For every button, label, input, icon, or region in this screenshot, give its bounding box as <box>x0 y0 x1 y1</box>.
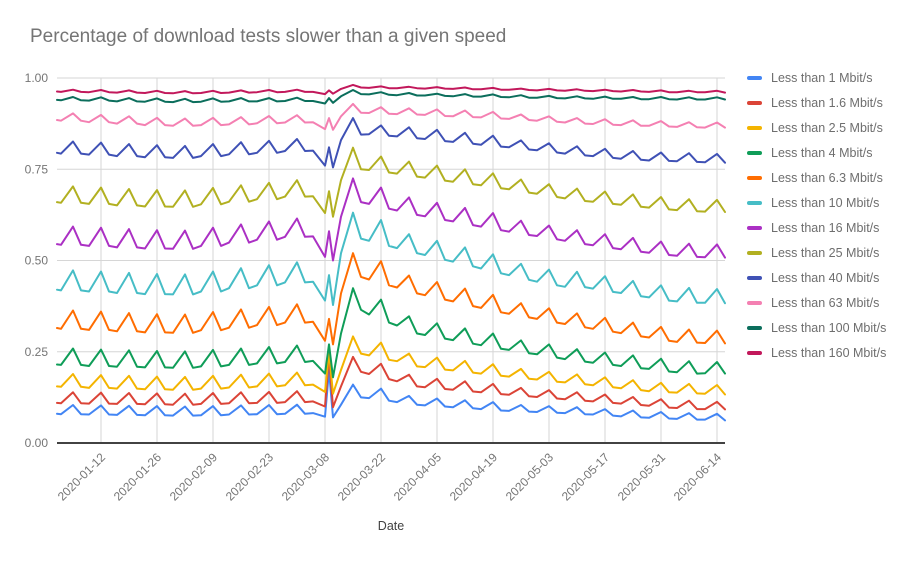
series-line-1 <box>56 354 726 411</box>
legend: Less than 1 Mbit/s Less than 1.6 Mbit/s Le… <box>747 71 886 360</box>
legend-swatch <box>747 176 762 180</box>
series-line-6 <box>56 177 726 262</box>
x-tick-label: 2020-03-22 <box>335 450 389 504</box>
series-line-3 <box>56 287 726 379</box>
legend-label: Less than 1 Mbit/s <box>771 71 873 85</box>
legend-swatch <box>747 251 762 255</box>
legend-item: Less than 4 Mbit/s <box>747 146 886 160</box>
legend-item: Less than 2.5 Mbit/s <box>747 121 886 135</box>
legend-swatch <box>747 151 762 155</box>
x-tick-label: 2020-05-03 <box>503 450 557 504</box>
legend-swatch <box>747 201 762 205</box>
legend-label: Less than 160 Mbit/s <box>771 346 887 360</box>
chart-title: Percentage of download tests slower than… <box>30 26 507 47</box>
legend-label: Less than 100 Mbit/s <box>771 321 887 335</box>
legend-swatch <box>747 226 762 230</box>
legend-item: Less than 25 Mbit/s <box>747 246 886 260</box>
x-tick-label: 2020-02-23 <box>223 450 277 504</box>
series-line-0 <box>56 369 726 422</box>
y-tick-label: 0.00 <box>25 436 49 450</box>
legend-label: Less than 2.5 Mbit/s <box>771 121 883 135</box>
x-tick-label: 2020-05-17 <box>559 450 613 504</box>
legend-label: Less than 63 Mbit/s <box>771 296 880 310</box>
x-tick-label: 2020-04-05 <box>391 450 445 504</box>
legend-item: Less than 160 Mbit/s <box>747 346 886 360</box>
legend-swatch <box>747 76 762 80</box>
legend-label: Less than 4 Mbit/s <box>771 146 873 160</box>
legend-swatch <box>747 326 762 330</box>
y-tick-label: 1.00 <box>25 71 49 85</box>
x-tick-label: 2020-01-12 <box>55 450 109 504</box>
legend-swatch <box>747 101 762 105</box>
legend-item: Less than 40 Mbit/s <box>747 271 886 285</box>
legend-item: Less than 1 Mbit/s <box>747 71 886 85</box>
series-line-8 <box>56 117 726 169</box>
x-tick-label: 2020-04-19 <box>447 450 501 504</box>
series-line-9 <box>56 102 726 131</box>
legend-swatch <box>747 351 762 355</box>
legend-label: Less than 25 Mbit/s <box>771 246 880 260</box>
legend-label: Less than 40 Mbit/s <box>771 271 880 285</box>
legend-label: Less than 10 Mbit/s <box>771 196 880 210</box>
legend-swatch <box>747 276 762 280</box>
series-line-10 <box>56 89 726 105</box>
legend-item: Less than 100 Mbit/s <box>747 321 886 335</box>
y-tick-label: 0.50 <box>25 254 49 268</box>
legend-label: Less than 16 Mbit/s <box>771 221 880 235</box>
legend-item: Less than 63 Mbit/s <box>747 296 886 310</box>
series-line-7 <box>56 146 726 218</box>
legend-item: Less than 16 Mbit/s <box>747 221 886 235</box>
x-tick-label: 2020-05-31 <box>615 450 669 504</box>
legend-item: Less than 1.6 Mbit/s <box>747 96 886 110</box>
y-tick-label: 0.75 <box>25 162 49 176</box>
legend-swatch <box>747 126 762 130</box>
x-tick-label: 2020-03-08 <box>279 450 333 504</box>
x-tick-label: 2020-01-26 <box>111 450 165 504</box>
legend-label: Less than 6.3 Mbit/s <box>771 171 883 185</box>
x-axis-title: Date <box>377 519 405 533</box>
series-line-5 <box>56 211 726 306</box>
legend-label: Less than 1.6 Mbit/s <box>771 96 883 110</box>
x-tick-label: 2020-06-14 <box>671 450 725 504</box>
series-line-4 <box>56 252 726 346</box>
x-tick-label: 2020-02-09 <box>167 450 221 504</box>
legend-swatch <box>747 301 762 305</box>
series-line-2 <box>56 335 726 396</box>
y-tick-label: 0.25 <box>25 345 49 359</box>
legend-item: Less than 6.3 Mbit/s <box>747 171 886 185</box>
legend-item: Less than 10 Mbit/s <box>747 196 886 210</box>
series-line-11 <box>56 83 726 96</box>
